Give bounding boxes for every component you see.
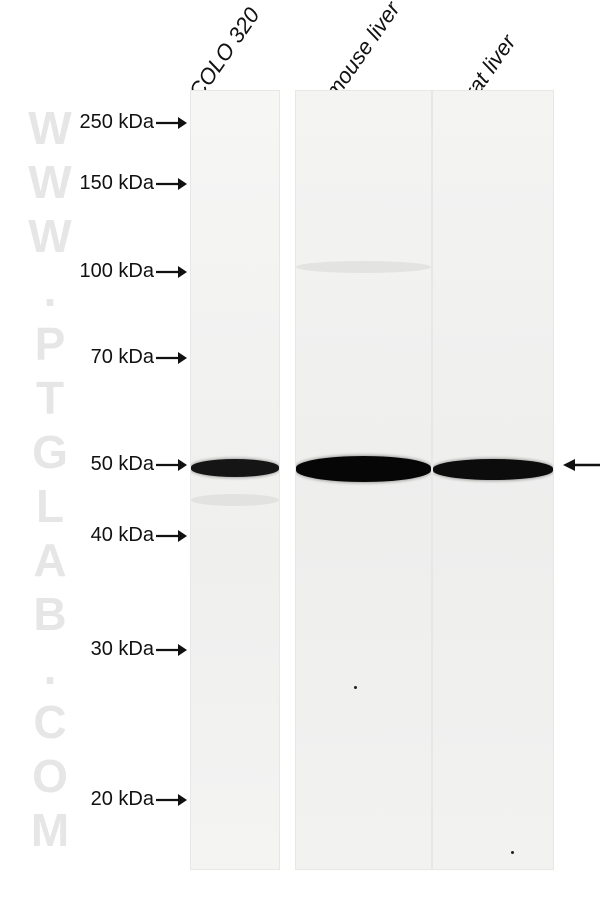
speck-1-0 xyxy=(354,686,357,689)
mw-label-6: 30 kDa xyxy=(91,638,154,661)
faint-band-1-0 xyxy=(296,261,431,273)
lane-label-1: mouse liver xyxy=(320,0,406,104)
mw-label-0: 250 kDa xyxy=(80,111,155,134)
speck-2-0 xyxy=(511,851,514,854)
mw-arrow-0 xyxy=(156,114,189,132)
watermark-text: WWW.PTGLAB.COM xyxy=(23,102,77,858)
mw-label-5: 40 kDa xyxy=(91,524,154,547)
mw-arrow-7 xyxy=(156,791,189,809)
band-2-0 xyxy=(433,459,553,480)
faint-band-0-0 xyxy=(191,494,279,506)
western-blot-figure: WWW.PTGLAB.COM COLO 320mouse liverrat li… xyxy=(0,0,600,903)
lane-0 xyxy=(190,90,280,870)
band-1-0 xyxy=(296,456,431,482)
band-0-0 xyxy=(191,459,279,477)
lane-label-0: COLO 320 xyxy=(184,3,266,104)
mw-arrow-5 xyxy=(156,527,189,545)
lane-2 xyxy=(432,90,554,870)
mw-label-1: 150 kDa xyxy=(80,172,155,195)
target-band-arrow xyxy=(563,453,600,477)
mw-label-2: 100 kDa xyxy=(80,260,155,283)
mw-arrow-4 xyxy=(156,456,189,474)
mw-arrow-3 xyxy=(156,349,189,367)
mw-arrow-1 xyxy=(156,175,189,193)
mw-label-4: 50 kDa xyxy=(91,453,154,476)
mw-label-3: 70 kDa xyxy=(91,346,154,369)
mw-arrow-2 xyxy=(156,263,189,281)
mw-arrow-6 xyxy=(156,641,189,659)
mw-label-7: 20 kDa xyxy=(91,788,154,811)
lane-1 xyxy=(295,90,432,870)
